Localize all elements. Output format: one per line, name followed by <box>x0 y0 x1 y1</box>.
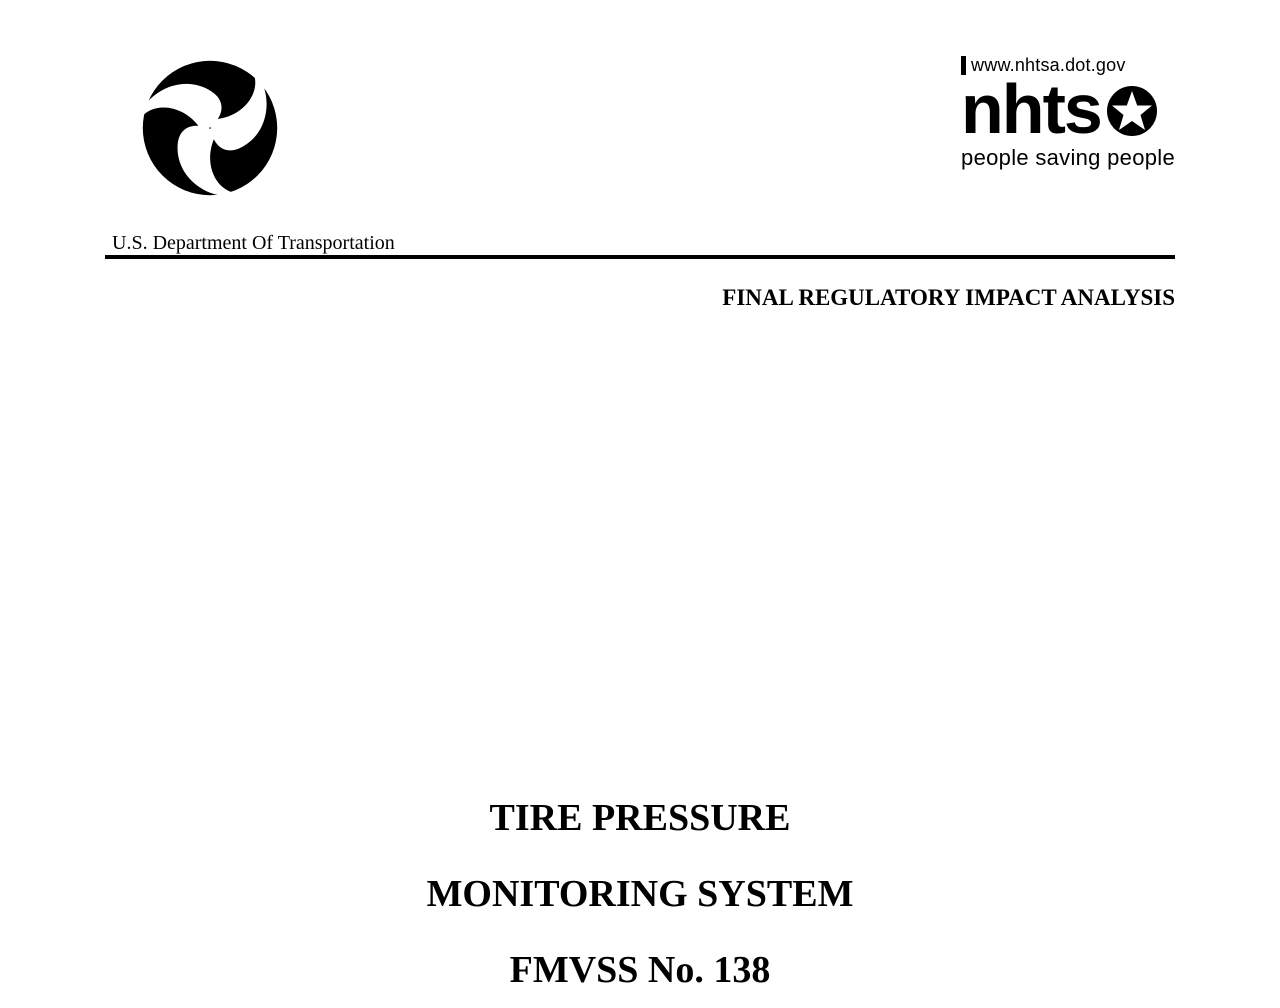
nhtsa-wordmark: nhts <box>961 76 1175 143</box>
dot-logo <box>140 58 280 203</box>
department-label: U.S. Department Of Transportation <box>112 232 395 255</box>
document-cover-page: www.nhtsa.dot.gov nhts people saving peo… <box>0 0 1280 1002</box>
title-line-2: MONITORING SYSTEM <box>0 856 1280 932</box>
dot-triskelion-icon <box>140 58 280 198</box>
nhtsa-star-a-icon <box>1101 78 1163 140</box>
title-line-3: FMVSS No. 138 <box>0 932 1280 1008</box>
nhtsa-logo-block: www.nhtsa.dot.gov nhts people saving peo… <box>961 56 1175 171</box>
nhtsa-word-prefix: nhts <box>961 76 1101 143</box>
nhtsa-tagline: people saving people <box>961 145 1175 171</box>
header-row: www.nhtsa.dot.gov nhts people saving peo… <box>105 56 1175 203</box>
title-line-1: TIRE PRESSURE <box>0 780 1280 856</box>
document-subtitle: FINAL REGULATORY IMPACT ANALYSIS <box>722 285 1175 311</box>
document-title: TIRE PRESSURE MONITORING SYSTEM FMVSS No… <box>0 780 1280 1008</box>
header-divider <box>105 255 1175 259</box>
